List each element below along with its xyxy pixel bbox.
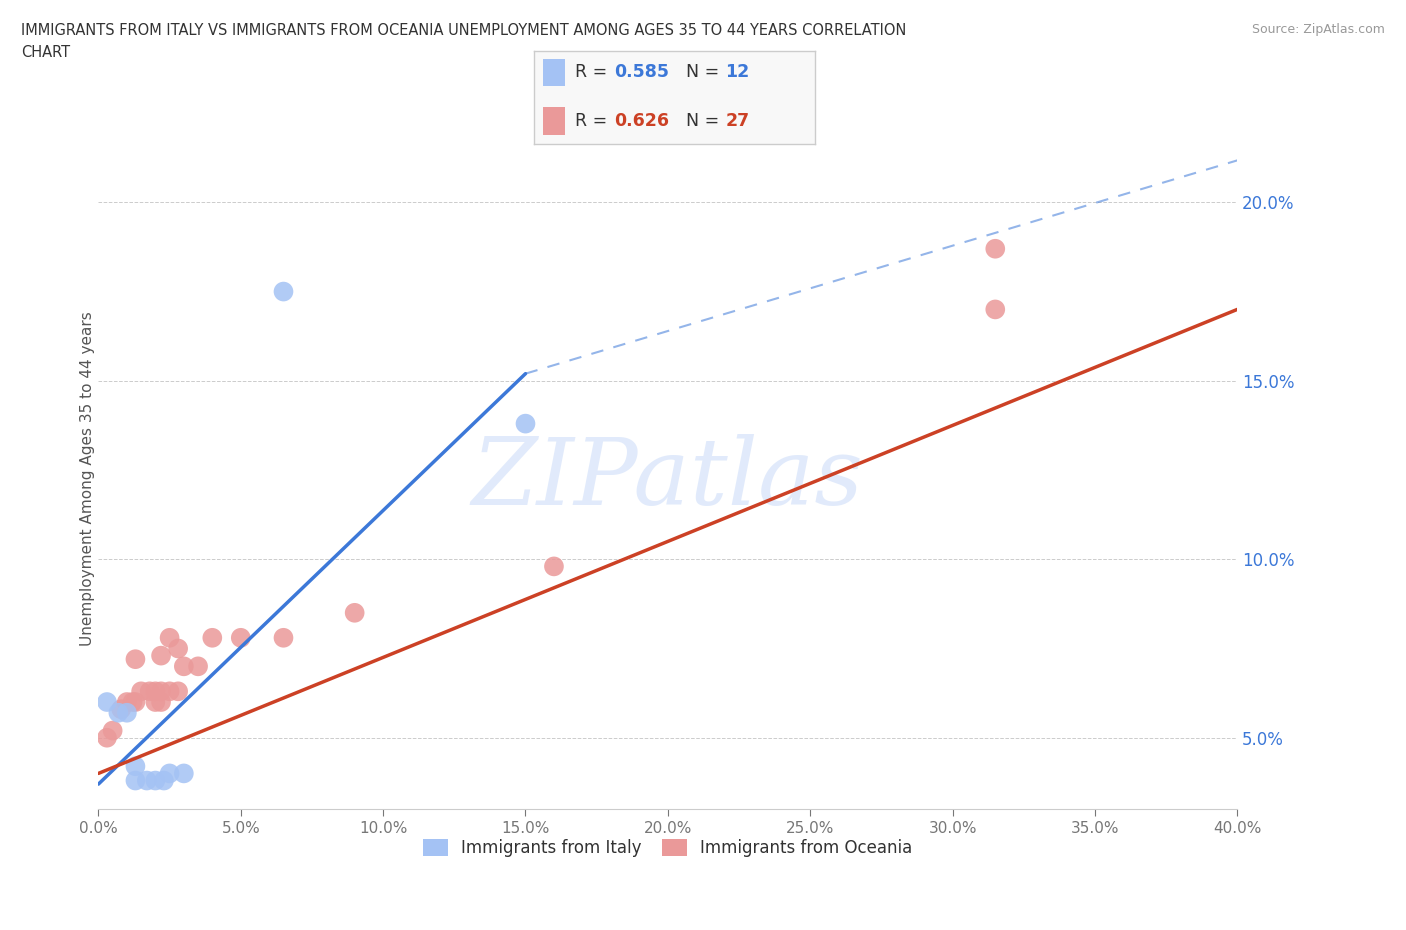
Point <box>124 759 146 774</box>
Point <box>201 631 224 645</box>
Point <box>110 702 132 717</box>
Point <box>229 631 252 645</box>
FancyBboxPatch shape <box>543 107 565 135</box>
Point <box>167 641 190 656</box>
Text: CHART: CHART <box>21 45 70 60</box>
Point <box>343 605 366 620</box>
Point <box>543 559 565 574</box>
Point <box>101 724 124 738</box>
Point <box>107 705 129 720</box>
Text: 27: 27 <box>725 112 749 130</box>
Text: N =: N = <box>686 63 725 81</box>
FancyBboxPatch shape <box>543 59 565 86</box>
Point <box>138 684 160 698</box>
Point <box>124 652 146 667</box>
Point <box>187 658 209 673</box>
Point <box>150 684 173 698</box>
Point <box>167 684 190 698</box>
Point <box>150 648 173 663</box>
Point <box>121 695 143 710</box>
Legend: Immigrants from Italy, Immigrants from Oceania: Immigrants from Italy, Immigrants from O… <box>416 832 920 863</box>
Point <box>124 695 146 710</box>
Point <box>124 773 146 788</box>
Point <box>273 285 295 299</box>
Text: 0.585: 0.585 <box>614 63 669 81</box>
Point <box>515 417 537 432</box>
Point <box>173 766 195 781</box>
Text: ZIPatlas: ZIPatlas <box>472 434 863 524</box>
Point <box>159 684 181 698</box>
Text: R =: R = <box>575 112 613 130</box>
Point <box>150 695 173 710</box>
Point <box>159 766 181 781</box>
Point <box>96 730 118 745</box>
Point <box>96 695 118 710</box>
Point <box>159 631 181 645</box>
Point <box>145 773 167 788</box>
Point <box>145 695 167 710</box>
Point <box>145 684 167 698</box>
Text: 12: 12 <box>725 63 749 81</box>
Point <box>115 705 138 720</box>
Text: IMMIGRANTS FROM ITALY VS IMMIGRANTS FROM OCEANIA UNEMPLOYMENT AMONG AGES 35 TO 4: IMMIGRANTS FROM ITALY VS IMMIGRANTS FROM… <box>21 23 907 38</box>
Point <box>273 631 295 645</box>
Point <box>129 684 152 698</box>
Text: R =: R = <box>575 63 613 81</box>
Point <box>173 658 195 673</box>
Point <box>115 695 138 710</box>
Point <box>135 773 157 788</box>
Point <box>153 773 176 788</box>
Text: Source: ZipAtlas.com: Source: ZipAtlas.com <box>1251 23 1385 36</box>
Y-axis label: Unemployment Among Ages 35 to 44 years: Unemployment Among Ages 35 to 44 years <box>80 312 94 646</box>
Text: N =: N = <box>686 112 725 130</box>
Point <box>984 302 1007 317</box>
Point <box>984 241 1007 256</box>
Text: 0.626: 0.626 <box>614 112 669 130</box>
